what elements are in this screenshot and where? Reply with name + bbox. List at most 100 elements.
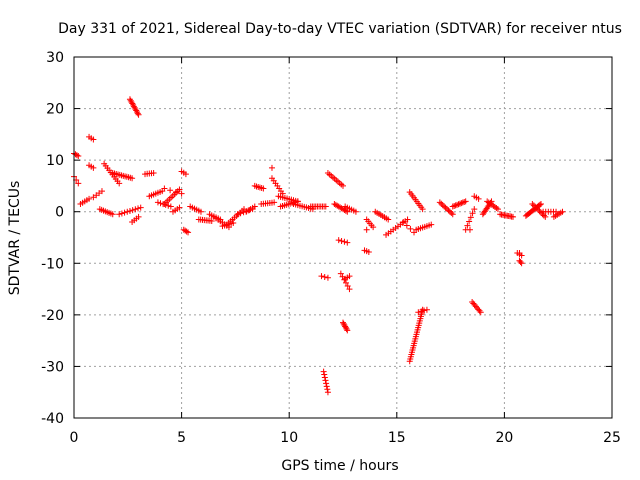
data-point [323,383,330,390]
data-point [419,206,426,213]
data-point [471,206,478,213]
data-point [154,199,161,206]
data-point [132,206,139,213]
data-point [135,205,142,212]
data-point [320,368,327,375]
data-point [129,175,136,182]
data-point [271,199,278,206]
data-point [183,228,190,235]
y-tick-label: -40 [41,411,64,427]
data-point [343,279,350,286]
data-point [321,371,328,378]
data-point [438,200,445,207]
data-point [121,209,128,216]
data-point [135,213,142,220]
chart-title: Day 331 of 2021, Sidereal Day-to-day VTE… [58,21,622,37]
y-tick-label: 0 [55,205,64,221]
y-axis: -40 -30 -20 -10 0 10 20 30 [41,50,612,427]
data-point [517,258,524,265]
y-tick-label: -10 [41,256,64,272]
y-tick-label: 10 [46,153,64,169]
data-point [98,188,105,195]
data-point [529,200,536,207]
data-point [73,152,80,159]
data-point [86,195,93,202]
data-point [407,225,414,232]
data-point [342,323,349,330]
data-point [476,307,483,314]
data-point [167,187,174,194]
data-point [403,222,410,229]
data-point [251,203,258,210]
data-point [197,208,204,215]
data-point [533,205,540,212]
data-point [268,164,275,171]
x-axis-title: GPS time / hours [281,458,398,474]
data-point [536,201,543,208]
data-point [452,202,459,209]
data-point [161,185,168,192]
data-point [535,206,542,213]
y-tick-label: -30 [41,359,64,375]
data-point [370,224,377,231]
data-point [340,319,346,326]
data-point [340,320,347,327]
data-point [451,202,458,209]
data-point [467,214,474,221]
data-point [137,204,144,211]
data-point [167,203,174,210]
data-point [324,274,331,281]
data-point [118,210,125,217]
data-point [343,326,350,333]
data-point [338,237,345,244]
data-points [71,96,566,396]
data-point [342,207,349,214]
data-point [321,273,328,280]
data-point [449,211,456,218]
data-point [466,218,473,225]
plot-frame [73,56,613,419]
data-point [530,202,537,209]
data-point [455,201,462,208]
data-point [458,200,465,207]
x-tick-label: 20 [495,430,513,446]
data-point [446,208,453,215]
data-point [456,200,463,207]
data-point [340,182,346,189]
data-point [260,185,267,192]
x-tick-label: 25 [603,430,621,446]
x-tick-label: 15 [388,430,406,446]
data-point [337,270,344,277]
data-point [436,199,443,206]
data-point [344,327,351,334]
data-point [150,170,157,177]
data-point [157,200,164,207]
data-point [477,309,484,316]
data-point [126,207,133,214]
data-point [124,208,131,215]
data-point [439,202,446,209]
data-point [322,377,329,384]
data-point [75,153,82,160]
data-point [335,237,342,244]
data-point [428,221,435,228]
data-point [540,212,547,219]
data-point [518,260,525,267]
x-tick-label: 10 [280,430,298,446]
data-point [454,201,461,208]
data-point [172,188,179,195]
data-point [344,282,351,289]
data-point [341,238,348,245]
data-point [116,211,123,218]
data-point [448,209,455,216]
data-point [542,213,549,220]
data-point [466,226,473,233]
data-point [449,203,456,210]
data-point [352,208,359,215]
data-point [559,208,566,215]
data-point [129,207,136,214]
x-tick-label: 5 [177,430,186,446]
grid-lines [74,57,612,418]
data-point [324,389,331,396]
